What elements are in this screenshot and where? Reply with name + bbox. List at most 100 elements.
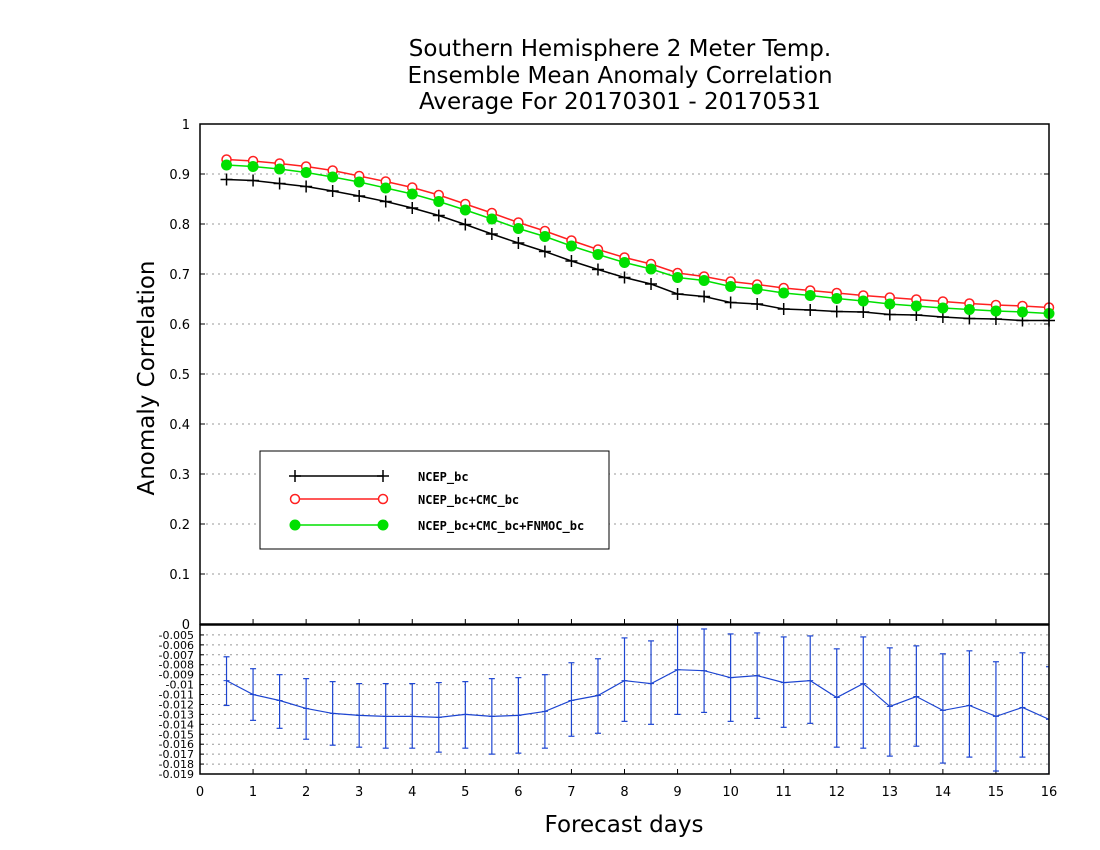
data-point (273, 177, 286, 190)
data-point (698, 275, 710, 286)
y-tick-label: 0.7 (169, 268, 190, 283)
error-bar (488, 678, 495, 755)
x-tick-label: 1 (249, 785, 257, 800)
legend-entry-2: NCEP_bc+CMC_bc (289, 493, 519, 508)
data-point (698, 290, 711, 303)
data-point (327, 171, 339, 183)
legend-box (259, 450, 610, 550)
data-point (831, 293, 843, 304)
difference-y-tick-label: -0.006 (159, 639, 194, 652)
difference-y-tick-label: -0.007 (159, 649, 194, 662)
data-point (247, 161, 259, 172)
data-point (300, 167, 312, 178)
y-tick-label: 0.9 (169, 168, 190, 183)
legend-entry-1: NCEP_bc (289, 470, 469, 485)
series-line (226, 178, 1049, 322)
data-point (220, 173, 233, 186)
error-bar (780, 636, 787, 728)
data-point (459, 218, 472, 231)
data-point (433, 196, 445, 207)
data-point (672, 272, 684, 283)
data-point (247, 174, 260, 187)
difference-line (226, 669, 1049, 720)
error-bar (223, 656, 230, 707)
data-point (380, 182, 392, 194)
difference-axis-ticks: -0.005-0.006-0.007-0.008-0.009-0.01-0.01… (159, 629, 1058, 800)
data-point (274, 163, 286, 175)
error-bar (462, 681, 469, 749)
y-tick-label: 0.1 (169, 568, 190, 583)
data-point (857, 306, 870, 318)
chart-title-line-3: Average For 20170301 - 20170531 (418, 89, 822, 115)
data-point (857, 295, 869, 307)
data-point (751, 283, 763, 295)
data-point (512, 223, 524, 234)
difference-series (223, 625, 1049, 774)
error-bar (594, 658, 601, 734)
error-bar (754, 632, 761, 719)
x-tick-label: 8 (620, 785, 628, 800)
difference-y-tick-label: -0.019 (159, 768, 194, 781)
series-line (226, 158, 1050, 309)
data-point (937, 302, 949, 314)
data-point (538, 245, 551, 258)
series-1 (220, 173, 1055, 327)
data-point (671, 288, 684, 300)
data-point (804, 290, 816, 301)
legend-marker (377, 470, 389, 482)
data-point (963, 304, 975, 315)
x-tick-label: 15 (988, 785, 1005, 800)
y-tick-label: 0.8 (169, 218, 190, 233)
data-point (910, 300, 922, 312)
data-point (485, 228, 498, 240)
error-bar (329, 681, 336, 746)
data-point (592, 249, 604, 260)
data-point (725, 281, 737, 292)
difference-y-tick-label: -0.012 (159, 698, 194, 711)
legend-label: NCEP_bc (418, 470, 469, 485)
data-point (300, 180, 313, 193)
data-point (777, 303, 790, 315)
chart-title-line-1: Southern Hemisphere 2 Meter Temp. (408, 36, 832, 62)
y-tick-label: 0.6 (169, 318, 190, 333)
data-point (618, 271, 631, 284)
x-tick-label: 5 (461, 785, 469, 800)
legend-marker (289, 519, 301, 531)
error-bar (1046, 666, 1049, 774)
error-bar (621, 637, 628, 722)
difference-y-tick-label: -0.017 (159, 748, 194, 761)
data-point (778, 287, 790, 299)
error-bar (568, 662, 575, 737)
data-point (353, 176, 365, 188)
x-tick-label: 10 (722, 785, 739, 800)
x-tick-label: 6 (514, 785, 522, 800)
series-layer (220, 154, 1055, 327)
x-tick-label: 4 (408, 785, 416, 800)
error-bar (409, 683, 416, 749)
data-point (883, 308, 896, 321)
data-point (353, 190, 366, 202)
error-bar (674, 625, 681, 716)
error-bar (382, 683, 389, 749)
difference-plot-frame (199, 624, 1050, 775)
difference-y-tick-label: -0.01 (166, 679, 194, 692)
error-bar (1019, 652, 1026, 758)
y-tick-label: 0.2 (169, 518, 190, 533)
error-bar (541, 674, 548, 749)
data-point (751, 298, 764, 310)
data-point (406, 202, 419, 214)
error-bar (303, 678, 310, 740)
difference-series-layer (223, 625, 1049, 774)
error-bar (860, 636, 867, 749)
x-tick-label: 11 (775, 785, 792, 800)
data-point (432, 209, 445, 222)
data-point (379, 195, 392, 208)
x-axis-label: Forecast days (545, 812, 704, 838)
legend: NCEP_bc NCEP_bc+CMC_bc NCEP_bc+CMC_bc+FNMO… (289, 470, 584, 534)
legend-marker (377, 493, 389, 505)
difference-y-tick-label: -0.016 (159, 738, 194, 751)
difference-y-tick-label: -0.009 (159, 669, 194, 682)
data-point (804, 304, 817, 316)
x-tick-label: 12 (828, 785, 845, 800)
